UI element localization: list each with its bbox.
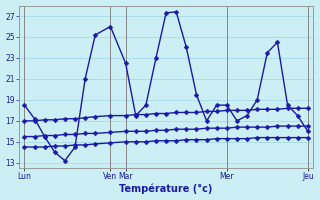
X-axis label: Température (°c): Température (°c) <box>119 184 213 194</box>
